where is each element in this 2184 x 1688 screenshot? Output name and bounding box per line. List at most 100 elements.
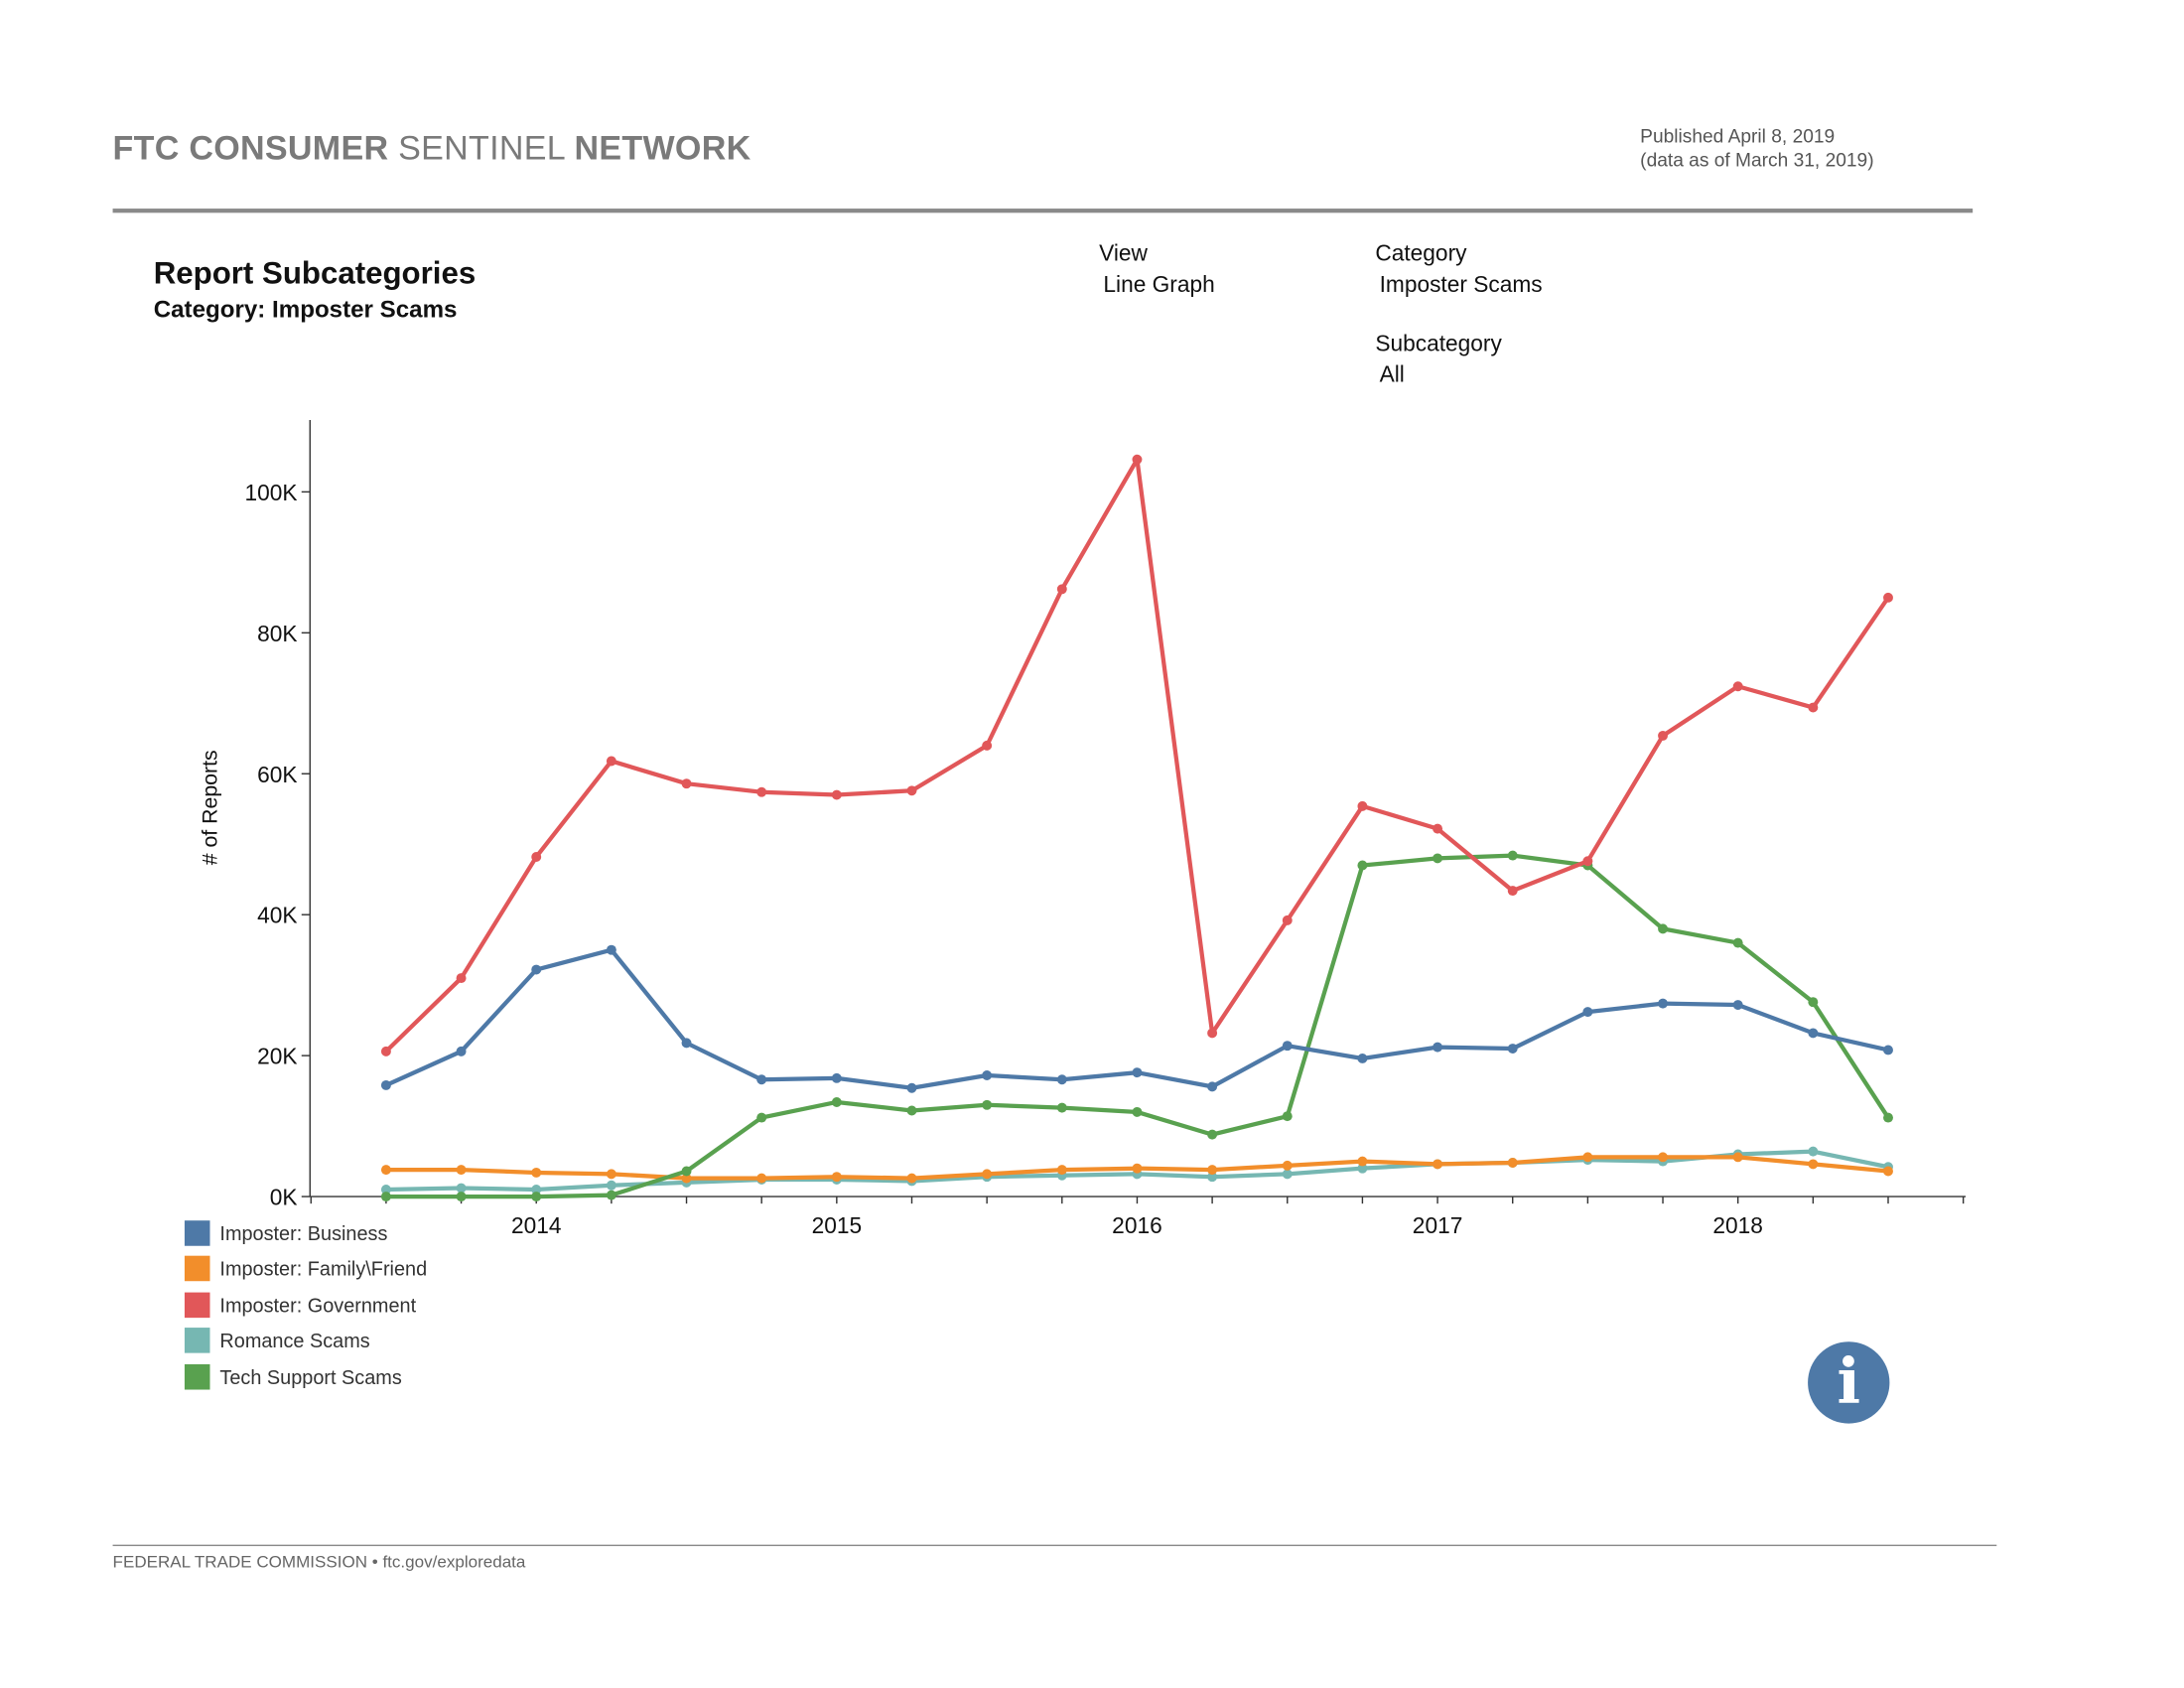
data-point bbox=[1207, 1028, 1218, 1039]
series-line bbox=[384, 457, 1890, 1054]
data-point bbox=[756, 1173, 767, 1184]
legend: Imposter: Business Imposter: Family\Frien… bbox=[184, 1215, 428, 1395]
data-point bbox=[456, 1183, 467, 1194]
page-title: Report Subcategories bbox=[153, 254, 477, 291]
data-point bbox=[380, 1046, 391, 1056]
data-point bbox=[1207, 1172, 1218, 1183]
data-point bbox=[1582, 856, 1593, 867]
data-point bbox=[756, 1074, 767, 1085]
data-point bbox=[831, 1097, 842, 1107]
data-point bbox=[1808, 1028, 1819, 1039]
data-point bbox=[906, 785, 917, 796]
data-point bbox=[1357, 1054, 1368, 1063]
series-imposter-business bbox=[380, 944, 1893, 1093]
data-point bbox=[1357, 1163, 1368, 1174]
data-point bbox=[756, 786, 767, 797]
x-tick-label: 2017 bbox=[1413, 1212, 1463, 1238]
series-tech-support-scams bbox=[380, 850, 1893, 1202]
data-point bbox=[1732, 1000, 1743, 1011]
data-point bbox=[1357, 800, 1368, 811]
data-point bbox=[1282, 914, 1293, 925]
legend-item[interactable]: Romance Scams bbox=[184, 1323, 427, 1358]
legend-swatch bbox=[184, 1292, 210, 1318]
data-point bbox=[606, 1190, 616, 1200]
data-point bbox=[606, 1180, 616, 1191]
legend-swatch bbox=[184, 1363, 210, 1390]
data-point bbox=[1507, 1044, 1518, 1055]
data-point bbox=[531, 1192, 542, 1202]
data-point bbox=[1732, 1152, 1743, 1163]
x-tick-label: 2018 bbox=[1712, 1212, 1763, 1238]
data-point bbox=[1056, 1165, 1067, 1176]
info-icon[interactable]: i bbox=[1808, 1341, 1890, 1424]
data-point bbox=[1433, 823, 1443, 834]
legend-label: Imposter: Government bbox=[219, 1293, 417, 1317]
line-chart: 0K 20K 40K 60K 80K 100K 2014 2015 2016 2017 2018 #… bbox=[199, 419, 1967, 1238]
footer-divider bbox=[112, 1544, 1997, 1547]
data-point bbox=[681, 1173, 692, 1184]
y-tick-label: 60K bbox=[257, 762, 297, 787]
data-point bbox=[1282, 1111, 1293, 1122]
view-select[interactable]: Line Graph bbox=[1103, 273, 1215, 298]
data-point bbox=[1207, 1129, 1218, 1140]
brand-part: NETWORK bbox=[574, 129, 751, 168]
y-tick-label: 80K bbox=[257, 621, 297, 646]
legend-swatch bbox=[184, 1328, 210, 1353]
data-point bbox=[831, 1072, 842, 1083]
view-label: View bbox=[1099, 242, 1148, 267]
data-point bbox=[1207, 1165, 1218, 1176]
footer-text: FEDERAL TRADE COMMISSION • ftc.gov/explo… bbox=[112, 1551, 526, 1572]
data-point bbox=[1732, 681, 1743, 692]
data-point bbox=[1883, 1112, 1893, 1123]
data-point bbox=[1658, 998, 1669, 1009]
legend-item[interactable]: Imposter: Business bbox=[184, 1215, 427, 1251]
legend-item[interactable]: Imposter: Government bbox=[184, 1287, 427, 1323]
data-point bbox=[456, 1165, 467, 1176]
legend-label: Imposter: Family\Friend bbox=[219, 1257, 428, 1281]
data-point bbox=[1207, 1081, 1218, 1092]
y-tick-label: 40K bbox=[257, 903, 297, 928]
data-point bbox=[1883, 1166, 1893, 1177]
data-point bbox=[1433, 853, 1443, 864]
data-point bbox=[906, 1173, 917, 1184]
series-line bbox=[385, 853, 1890, 1199]
category-label: Category bbox=[1375, 242, 1467, 267]
data-point bbox=[1658, 730, 1669, 741]
legend-item[interactable]: Imposter: Family\Friend bbox=[184, 1251, 428, 1287]
brand-part: SENTINEL bbox=[398, 129, 565, 168]
legend-swatch bbox=[184, 1219, 210, 1246]
data-point bbox=[1433, 1042, 1443, 1053]
data-point bbox=[531, 1185, 542, 1195]
data-point bbox=[1582, 1007, 1593, 1018]
data-point bbox=[982, 1099, 993, 1110]
legend-label: Romance Scams bbox=[219, 1329, 370, 1352]
data-point bbox=[1282, 1160, 1293, 1171]
data-point bbox=[380, 1165, 391, 1176]
data-point bbox=[906, 1105, 917, 1116]
data-point bbox=[456, 1192, 467, 1202]
legend-label: Imposter: Business bbox=[219, 1221, 388, 1244]
legend-swatch bbox=[184, 1256, 210, 1282]
data-point bbox=[1658, 1152, 1669, 1163]
data-point bbox=[1357, 860, 1368, 871]
data-point bbox=[380, 1185, 391, 1195]
data-point bbox=[1056, 584, 1067, 595]
legend-item[interactable]: Tech Support Scams bbox=[184, 1358, 427, 1394]
published-date: Published April 8, 2019 bbox=[1640, 125, 1836, 147]
data-point bbox=[1132, 1106, 1143, 1117]
data-point bbox=[1883, 592, 1893, 603]
data-point bbox=[1732, 937, 1743, 948]
y-axis-label: # of Reports bbox=[199, 750, 222, 865]
subcategory-select[interactable]: All bbox=[1379, 363, 1405, 388]
data-point bbox=[456, 973, 467, 984]
data-point bbox=[831, 1172, 842, 1183]
y-tick-label: 0K bbox=[270, 1185, 298, 1210]
data-point bbox=[1808, 997, 1819, 1008]
data-point bbox=[380, 1192, 391, 1202]
data-point bbox=[982, 1169, 993, 1180]
data-point bbox=[982, 1070, 993, 1080]
data-point bbox=[1883, 1045, 1893, 1055]
header-divider bbox=[112, 209, 1974, 213]
data-point bbox=[681, 778, 692, 789]
category-select[interactable]: Imposter Scams bbox=[1379, 273, 1543, 298]
